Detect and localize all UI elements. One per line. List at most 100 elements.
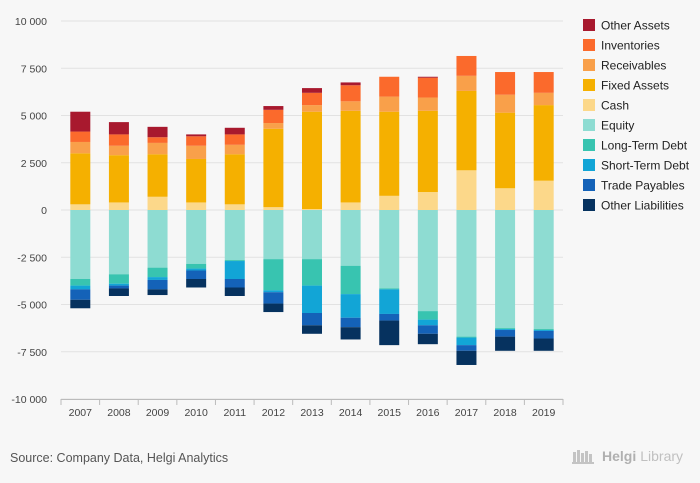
- axes: -10 000 -7 500 -5 000 -2 500 0 2 500 5 000 7 50…: [11, 16, 564, 419]
- bar-segment: [379, 289, 400, 314]
- bar-segment: [302, 88, 322, 93]
- bar-segment: [224, 261, 245, 279]
- bar-segment: [224, 154, 245, 205]
- bar-segment: [70, 285, 91, 290]
- legend-swatch: [583, 79, 595, 91]
- bar-segment: [186, 145, 207, 159]
- bar-segment: [379, 320, 400, 346]
- bar-segment: [108, 210, 129, 275]
- bar-segment: [263, 207, 284, 210]
- bar-segment: [186, 136, 207, 146]
- bar-segment: [186, 134, 207, 137]
- bar-segment: [108, 134, 129, 146]
- bar-segment: [379, 96, 400, 112]
- bar-segment: [302, 285, 322, 314]
- y-tick-label: -10 000: [11, 394, 47, 406]
- bar-segment: [379, 111, 400, 196]
- bar-segment: [495, 336, 516, 351]
- x-tick-label: 2011: [223, 407, 246, 419]
- bar-segment: [495, 330, 516, 337]
- bar-segment: [70, 141, 91, 154]
- y-tick-label: 0: [41, 205, 47, 217]
- bar-segment: [147, 277, 168, 280]
- x-tick-label: 2010: [184, 407, 208, 419]
- legend-label: Receivables: [601, 59, 666, 73]
- bar-segment: [70, 131, 91, 142]
- legend-swatch: [583, 19, 595, 31]
- library-icon: [572, 450, 594, 464]
- bar-segment: [340, 317, 361, 328]
- y-tick-label: -2 500: [17, 252, 47, 264]
- bar-segment: [495, 328, 516, 330]
- bar-segment: [417, 76, 438, 78]
- bar-segment: [417, 210, 438, 312]
- bar-segment: [456, 75, 477, 91]
- bar-segment: [186, 202, 207, 210]
- legend: Other Assets Inventories Receivables Fixed …: [583, 19, 690, 213]
- bar-segment: [417, 77, 438, 98]
- y-tick-label: 5 000: [21, 111, 47, 123]
- x-tick-label: 2008: [107, 407, 131, 419]
- bar-segment: [186, 278, 207, 288]
- bar-segment: [417, 311, 438, 320]
- bar-segment: [224, 210, 245, 261]
- bar-segment: [186, 263, 207, 269]
- legend-label: Trade Payables: [601, 179, 685, 193]
- bar-segment: [340, 265, 361, 295]
- bar-segment: [108, 285, 129, 289]
- bar-segment: [70, 278, 91, 286]
- bar-segment: [495, 94, 516, 113]
- bar-segment: [224, 287, 245, 296]
- bar-segment: [70, 299, 91, 309]
- bar-segment: [108, 274, 129, 284]
- bar-segment: [456, 90, 477, 171]
- bar-segment: [456, 350, 477, 365]
- x-tick-label: 2016: [416, 407, 440, 419]
- legend-label: Fixed Assets: [601, 79, 669, 93]
- legend-label: Equity: [601, 119, 634, 133]
- bar-segment: [224, 134, 245, 145]
- bar-segment: [263, 109, 284, 124]
- bar-segment: [379, 195, 400, 210]
- bar-segment: [147, 137, 168, 143]
- legend-swatch: [583, 139, 595, 151]
- bar-segment: [224, 144, 245, 155]
- bar-segment: [456, 337, 477, 346]
- bar-segment: [186, 268, 207, 271]
- y-tick-label: -7 500: [17, 347, 47, 359]
- bar-segment: [302, 111, 322, 210]
- legend-swatch: [583, 159, 595, 171]
- bar-segment: [417, 333, 438, 345]
- x-tick-label: 2017: [455, 407, 479, 419]
- bar-segment: [495, 210, 516, 329]
- bar-segment: [340, 202, 361, 210]
- bar-segment: [70, 210, 91, 279]
- bar-segment: [147, 279, 168, 290]
- bar-segment: [108, 288, 129, 296]
- x-tick-label: 2018: [493, 407, 517, 419]
- brand-logo: Helgi Library: [572, 448, 683, 464]
- bar-segment: [417, 97, 438, 111]
- bar-segment: [147, 126, 168, 138]
- x-tick-label: 2012: [262, 407, 286, 419]
- legend-swatch: [583, 39, 595, 51]
- legend-label: Other Liabilities: [601, 199, 684, 213]
- bar-segment: [533, 329, 554, 331]
- bar-segment: [263, 106, 284, 110]
- bar-segment: [533, 330, 554, 339]
- bar-segment: [147, 267, 168, 278]
- bar-segment: [456, 55, 477, 76]
- bar-segment: [456, 336, 477, 338]
- bar-segment: [263, 259, 284, 291]
- bar-segment: [417, 192, 438, 210]
- bar-segment: [70, 289, 91, 300]
- bar-segment: [495, 188, 516, 210]
- bar-segment: [108, 145, 129, 156]
- source-note: Source: Company Data, Helgi Analytics: [10, 451, 229, 465]
- bar-segment: [147, 142, 168, 155]
- bar-segment: [533, 338, 554, 351]
- bar-segment: [533, 72, 554, 93]
- bar-segment: [302, 209, 322, 210]
- bar-segment: [224, 278, 245, 288]
- legend-label: Cash: [601, 99, 629, 113]
